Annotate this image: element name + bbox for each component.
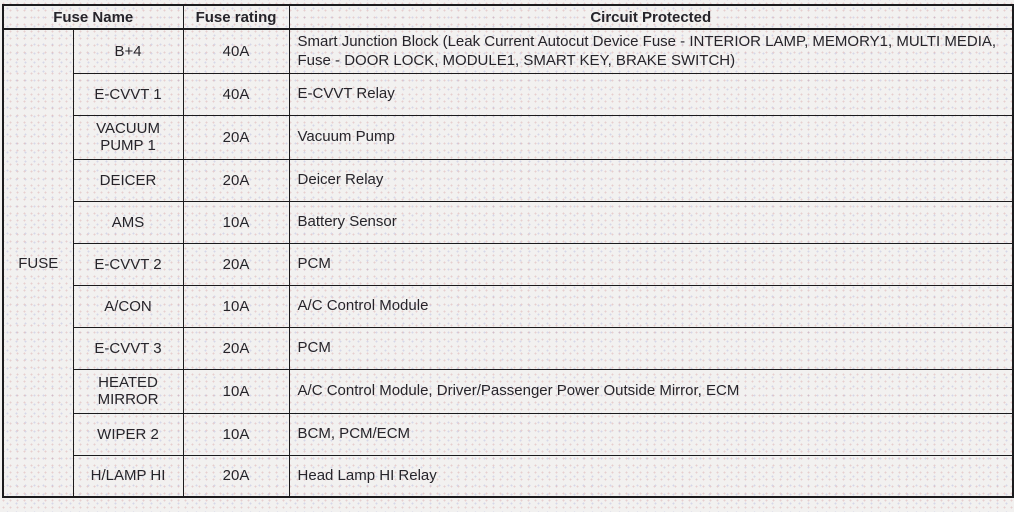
table-row: A/CON 10A A/C Control Module [3, 284, 1014, 328]
table-row: DEICER 20A Deicer Relay [3, 158, 1014, 202]
fuse-rating-cell: 10A [182, 412, 290, 456]
fuse-name-cell: E-CVVT 1 [72, 72, 184, 116]
fuse-name-cell: HEATED MIRROR [72, 368, 184, 414]
header-fuse-rating: Fuse rating [182, 4, 290, 30]
table-row: VACUUM PUMP 1 20A Vacuum Pump [3, 114, 1014, 160]
fuse-rating-cell: 20A [182, 242, 290, 286]
fuse-rating-cell: 20A [182, 454, 290, 498]
circuit-cell: Smart Junction Block (Leak Current Autoc… [288, 28, 1014, 74]
fuse-rating-cell: 10A [182, 368, 290, 414]
fuse-name-cell: WIPER 2 [72, 412, 184, 456]
header-row: Fuse Name Fuse rating Circuit Protected [2, 4, 1014, 30]
table-row: E-CVVT 2 20A PCM [3, 242, 1014, 286]
table-row: AMS 10A Battery Sensor [3, 200, 1014, 244]
fuse-rating-cell: 10A [182, 200, 290, 244]
table-row: E-CVVT 3 20A PCM [3, 326, 1014, 370]
circuit-cell: E-CVVT Relay [288, 72, 1014, 116]
table-row: E-CVVT 1 40A E-CVVT Relay [3, 72, 1014, 116]
fuse-rating-cell: 20A [182, 158, 290, 202]
fuse-rating-cell: 10A [182, 284, 290, 328]
fuse-rating-cell: 20A [182, 326, 290, 370]
circuit-cell: Vacuum Pump [288, 114, 1014, 160]
circuit-cell: A/C Control Module [288, 284, 1014, 328]
circuit-cell: Head Lamp HI Relay [288, 454, 1014, 498]
circuit-cell: PCM [288, 242, 1014, 286]
fuse-name-cell: AMS [72, 200, 184, 244]
circuit-cell: PCM [288, 326, 1014, 370]
fuse-name-cell: VACUUM PUMP 1 [72, 114, 184, 160]
fuse-name-cell: A/CON [72, 284, 184, 328]
table-row: H/LAMP HI 20A Head Lamp HI Relay [3, 454, 1014, 498]
fuse-name-cell: DEICER [72, 158, 184, 202]
table-row: WIPER 2 10A BCM, PCM/ECM [3, 412, 1014, 456]
fuse-name-cell: B+4 [72, 28, 184, 74]
table-row: HEATED MIRROR 10A A/C Control Module, Dr… [3, 368, 1014, 414]
fuse-rating-cell: 40A [182, 72, 290, 116]
fuse-rating-cell: 20A [182, 114, 290, 160]
fuse-group-label: FUSE [2, 28, 74, 498]
fuse-table: Fuse Name Fuse rating Circuit Protected … [2, 4, 1014, 498]
circuit-cell: BCM, PCM/ECM [288, 412, 1014, 456]
header-circuit-protected: Circuit Protected [288, 4, 1014, 30]
fuse-name-cell: E-CVVT 2 [72, 242, 184, 286]
fuse-name-cell: H/LAMP HI [72, 454, 184, 498]
circuit-cell: A/C Control Module, Driver/Passenger Pow… [288, 368, 1014, 414]
table-row: FUSE B+4 40A Smart Junction Block (Leak … [2, 28, 1014, 498]
circuit-cell: Battery Sensor [288, 200, 1014, 244]
fuse-rating-cell: 40A [182, 28, 290, 74]
circuit-cell: Deicer Relay [288, 158, 1014, 202]
header-fuse-name: Fuse Name [2, 4, 184, 30]
fuse-name-cell: E-CVVT 3 [72, 326, 184, 370]
